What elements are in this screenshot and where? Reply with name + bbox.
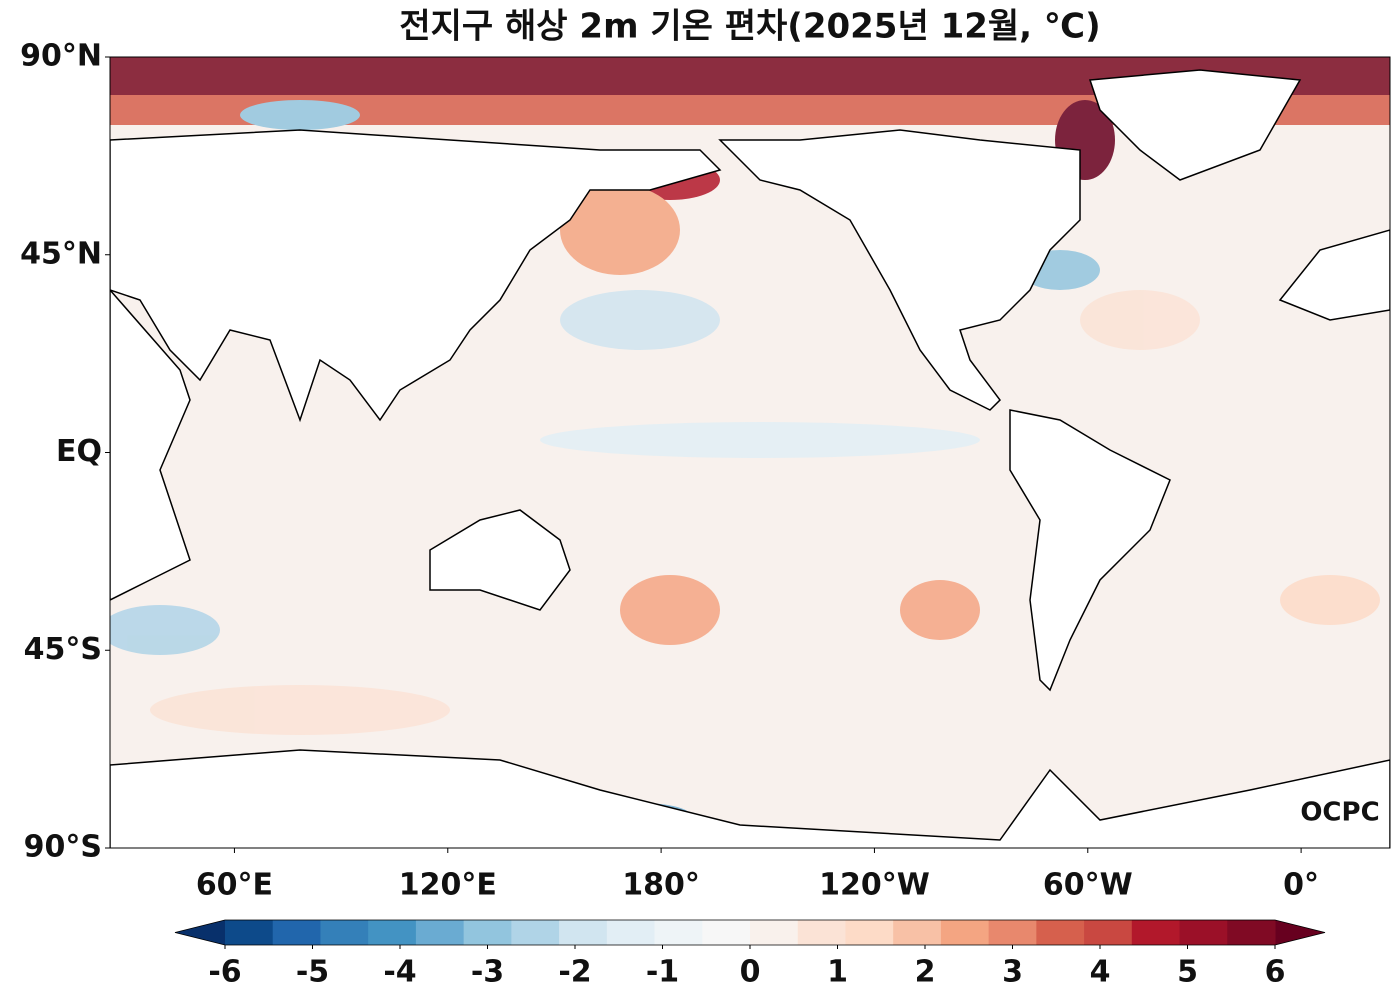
colorbar-bin xyxy=(1179,920,1228,945)
europe xyxy=(1278,229,1390,321)
x-tick-label: 60°W xyxy=(1043,868,1133,903)
colorbar-bin xyxy=(559,920,608,945)
colorbar-bin xyxy=(1131,920,1181,945)
colorbar-bin xyxy=(320,920,369,945)
north-america xyxy=(718,129,1081,411)
colorbar-bin xyxy=(654,920,703,945)
colorbar-bin xyxy=(463,920,512,945)
x-tick-label: 120°W xyxy=(819,868,930,903)
colorbar-tick-label: -5 xyxy=(296,955,329,990)
south-america xyxy=(1009,409,1171,692)
colorbar-tick-label: -6 xyxy=(208,955,241,990)
colorbar-tick-label: 0 xyxy=(740,955,761,990)
colorbar-tick-label: 6 xyxy=(1265,955,1286,990)
eurasia xyxy=(110,129,722,423)
colorbar-bin xyxy=(1084,920,1133,945)
colorbar-bin xyxy=(797,920,846,945)
colorbar-bin xyxy=(845,920,894,945)
colorbar-bin xyxy=(988,920,1037,945)
colorbar-tick-label: -3 xyxy=(471,955,504,990)
colorbar-tick-label: 5 xyxy=(1177,955,1198,990)
colorbar-bin xyxy=(415,920,465,945)
x-tick-label: 180° xyxy=(622,868,700,903)
colorbar-bin xyxy=(702,920,751,945)
australia xyxy=(429,509,571,611)
y-tick-label: EQ xyxy=(56,434,102,469)
colorbar-tick-label: 1 xyxy=(827,955,848,990)
colorbar-bin xyxy=(1036,920,1085,945)
colorbar-bin xyxy=(940,920,990,945)
colorbar-bin xyxy=(272,920,321,945)
colorbar-tick-label: -4 xyxy=(383,955,416,990)
colorbar-bin xyxy=(368,920,417,945)
x-tick-label: 0° xyxy=(1283,868,1319,903)
map xyxy=(110,57,1390,848)
colorbar-bin xyxy=(1227,920,1276,945)
colorbar-tick-label: 3 xyxy=(1002,955,1023,990)
colorbar-tick-label: 2 xyxy=(915,955,936,990)
watermark: OCPC xyxy=(1300,798,1379,828)
colorbar-bin xyxy=(225,920,274,945)
y-tick-label: 90°S xyxy=(24,830,102,865)
colorbar-tick-label: -2 xyxy=(558,955,591,990)
x-tick-label: 60°E xyxy=(196,868,273,903)
y-tick-label: 45°N xyxy=(20,236,102,271)
x-tick-label: 120°E xyxy=(399,868,497,903)
colorbar-tick-label: -1 xyxy=(646,955,679,990)
colorbar-tick-label: 4 xyxy=(1090,955,1111,990)
colorbar-bin xyxy=(750,920,799,945)
colorbar-extend-high xyxy=(1275,920,1325,945)
colorbar-bin xyxy=(893,920,942,945)
greenland xyxy=(1088,69,1302,181)
y-tick-label: 90°N xyxy=(20,39,102,74)
colorbar-bin xyxy=(606,920,656,945)
chart-title: 전지구 해상 2m 기온 편차(2025년 12월, ℃) xyxy=(399,7,1100,47)
africa xyxy=(110,288,191,601)
antarctica xyxy=(110,749,1390,848)
y-tick-label: 45°S xyxy=(24,632,102,667)
colorbar-bin xyxy=(511,920,560,945)
colorbar-extend-low xyxy=(175,920,225,945)
land xyxy=(110,69,1390,848)
